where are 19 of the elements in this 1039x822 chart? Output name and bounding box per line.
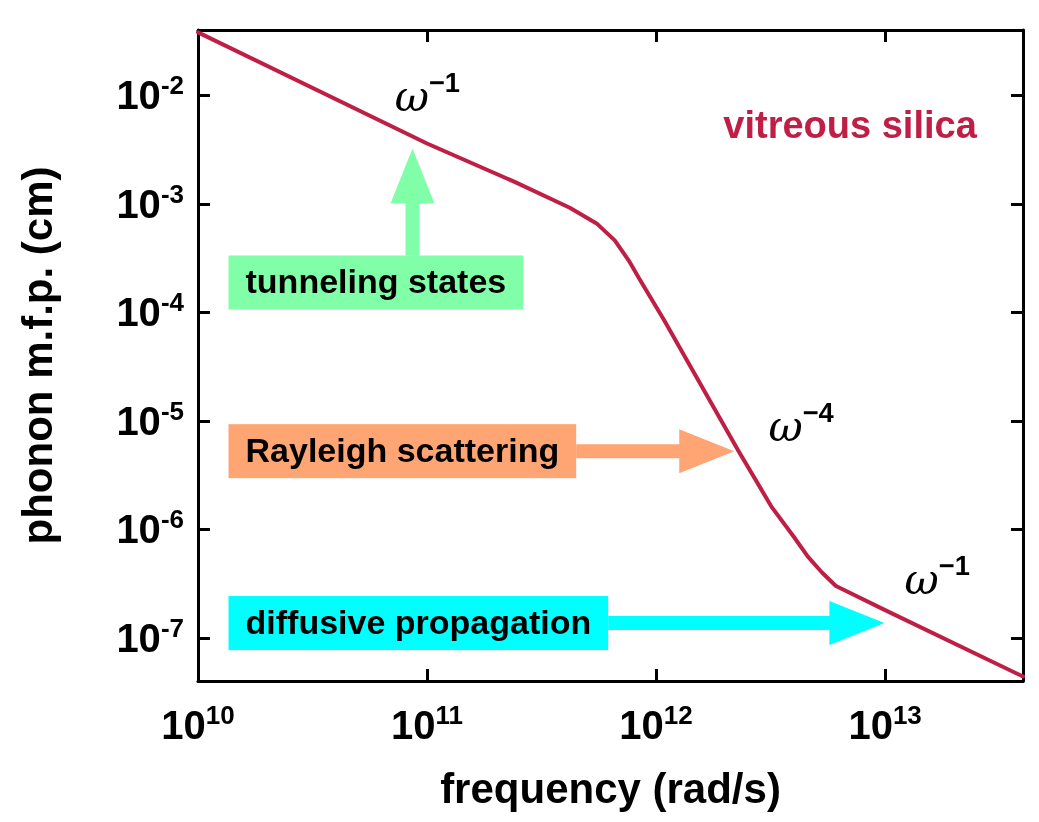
y-tick-label: 10$^{-4}$	[116, 287, 185, 335]
y-tick-label: 10$^{-6}$	[116, 504, 184, 552]
y-axis-title: phonon m.f.p. (cm)	[13, 166, 61, 545]
annotation: tunneling states	[245, 262, 507, 301]
annotation: ω$^{−1}$	[904, 549, 970, 604]
y-tick-label: 10$^{-2}$	[116, 70, 184, 118]
annotation: ω$^{−1}$	[394, 67, 461, 122]
y-tick-label: 10$^{-5}$	[116, 395, 184, 443]
x-axis-title: frequency (rad/s)	[440, 764, 781, 812]
annotation: diffusive propagation	[245, 603, 592, 642]
annotation: ω$^{−4}$	[768, 397, 835, 452]
x-tick-label: 10$^{11}$	[391, 700, 464, 747]
x-tick-label: 10$^{10}$	[161, 700, 235, 747]
x-tick-label: 10$^{12}$	[619, 700, 693, 747]
x-tick-label: 10$^{13}$	[848, 700, 922, 747]
y-tick-label: 10$^{-3}$	[116, 178, 184, 226]
annotation: Rayleigh scattering	[245, 431, 560, 470]
text: vitreous silica	[723, 104, 978, 147]
y-tick-label: 10$^{-7}$	[116, 612, 184, 660]
